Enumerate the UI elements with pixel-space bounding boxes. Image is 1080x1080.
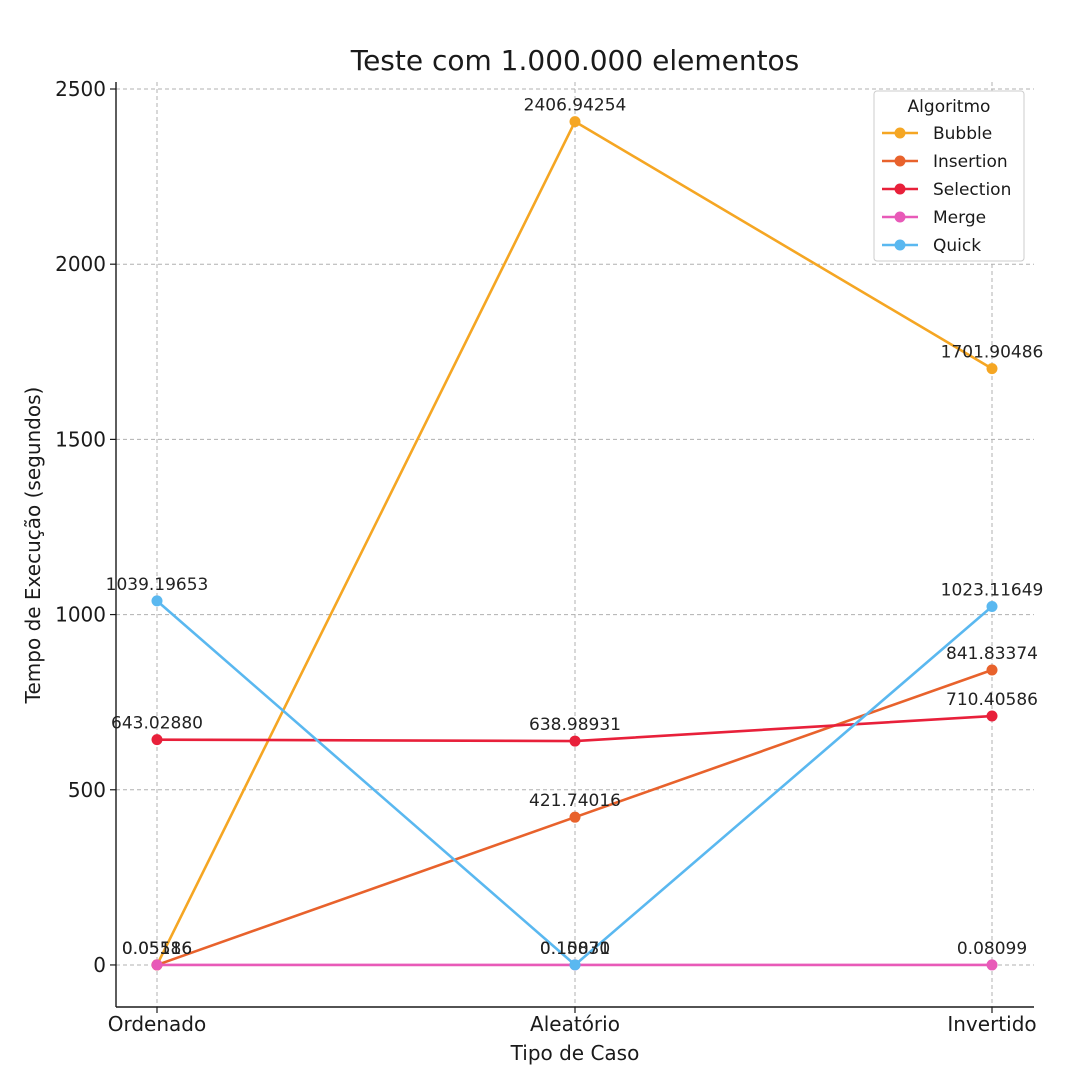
legend-marker-merge <box>894 211 906 223</box>
data-label-insertion-2: 841.83374 <box>946 644 1038 664</box>
legend-label-selection: Selection <box>933 180 1011 200</box>
series-layer <box>151 116 998 971</box>
data-label-merge-2: 0.08099 <box>957 939 1027 959</box>
data-labels: 0.05586 2406.94254 1701.90486 421.74016 841.… <box>106 96 1044 959</box>
x-axis-label: Tipo de Caso <box>510 1041 640 1065</box>
legend-marker-quick <box>894 239 906 251</box>
legend-marker-bubble <box>894 127 906 139</box>
data-label-selection-1: 638.98931 <box>529 715 621 735</box>
data-label-merge-1: 0.10870 <box>540 939 610 959</box>
data-label-insertion-1: 421.74016 <box>529 791 621 811</box>
y-tick-label: 0 <box>93 953 106 977</box>
point-bubble-2 <box>986 363 998 375</box>
legend-marker-insertion <box>894 155 906 167</box>
data-label-selection-0: 643.02880 <box>111 714 203 734</box>
x-tick-label: Ordenado <box>108 1012 206 1036</box>
data-label-bubble-1: 2406.94254 <box>524 96 627 116</box>
point-quick-0 <box>151 595 163 607</box>
data-label-selection-2: 710.40586 <box>946 690 1038 710</box>
axes: 0 500 1000 1500 2000 2500 Ordenado Aleatório Inv… <box>55 77 1037 1036</box>
x-tick-label: Aleatório <box>530 1012 620 1036</box>
y-tick-label: 1500 <box>55 427 106 451</box>
point-selection-2 <box>986 710 998 722</box>
y-tick-label: 2000 <box>55 252 106 276</box>
legend-marker-selection <box>894 183 906 195</box>
point-merge-2 <box>986 959 998 971</box>
point-merge-0 <box>151 959 163 971</box>
data-label-bubble-2: 1701.90486 <box>941 343 1044 363</box>
point-selection-1 <box>569 735 581 747</box>
data-label-quick-0: 1039.19653 <box>106 575 209 595</box>
legend-title: Algoritmo <box>908 97 991 117</box>
point-quick-2 <box>986 600 998 612</box>
legend: Algoritmo Bubble Insertion Selection Merge Q… <box>873 90 1025 262</box>
chart-title: Teste com 1.000.000 elementos <box>350 44 800 77</box>
y-tick-label: 1000 <box>55 603 106 627</box>
point-insertion-2 <box>986 664 998 676</box>
data-label-bubble-0: 0.05586 <box>122 939 192 959</box>
point-selection-0 <box>151 734 163 746</box>
y-tick-label: 2500 <box>55 77 106 101</box>
data-label-merge-0: 0.05116 <box>122 939 192 959</box>
legend-label-quick: Quick <box>933 236 981 256</box>
y-tick-label: 500 <box>68 778 106 802</box>
x-tick-label: Invertido <box>947 1012 1036 1036</box>
point-insertion-1 <box>569 811 581 823</box>
legend-label-insertion: Insertion <box>933 152 1008 172</box>
data-label-quick-2: 1023.11649 <box>941 580 1044 600</box>
point-quick-1 <box>569 959 581 971</box>
legend-label-bubble: Bubble <box>933 124 992 144</box>
y-axis-label: Tempo de Execução (segundos) <box>21 387 45 705</box>
data-label-quick-1: 0.15031 <box>540 939 610 959</box>
point-bubble-1 <box>569 116 581 128</box>
legend-label-merge: Merge <box>933 208 986 228</box>
